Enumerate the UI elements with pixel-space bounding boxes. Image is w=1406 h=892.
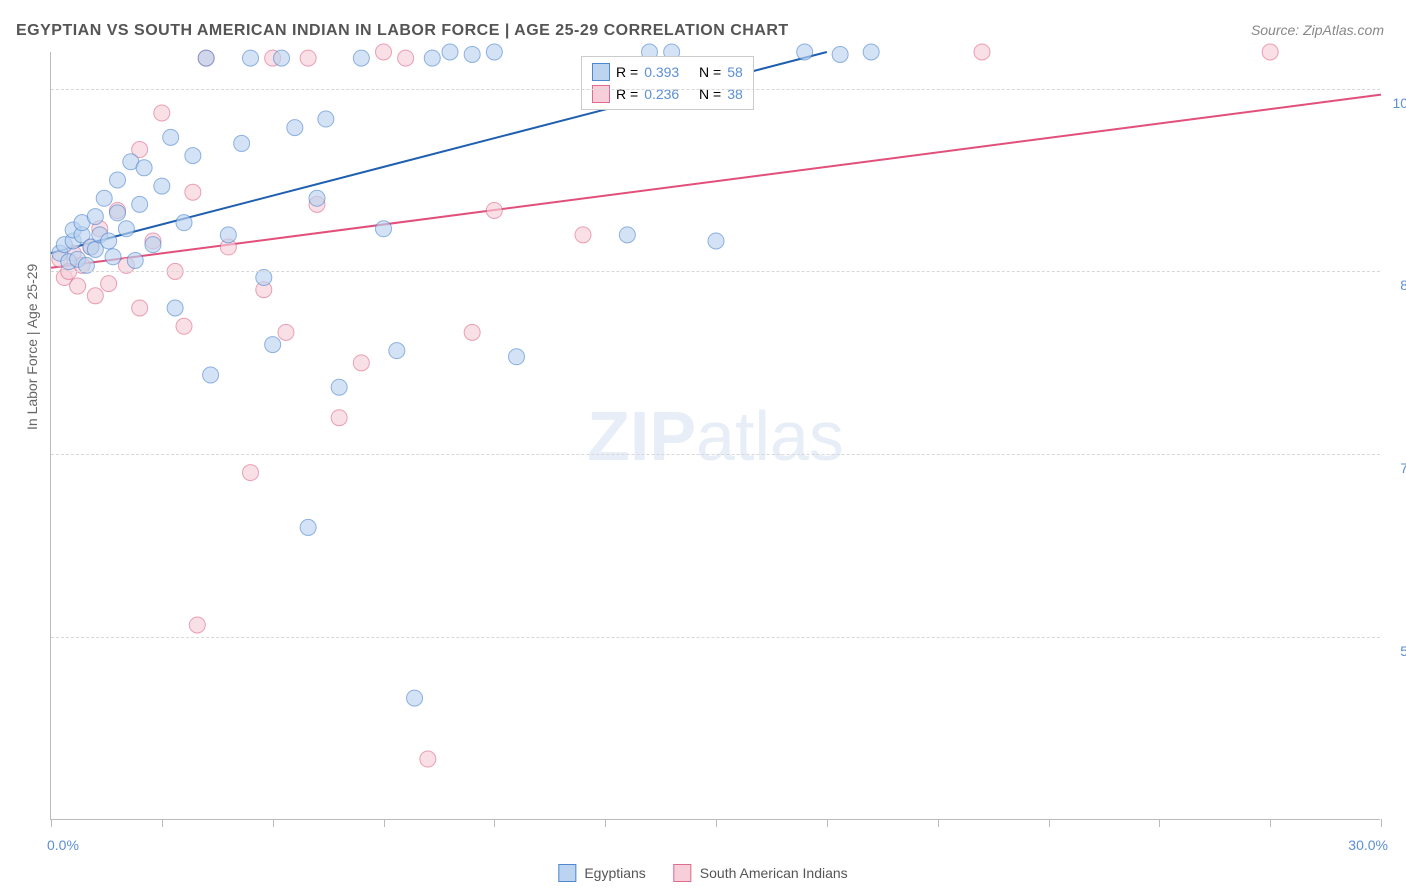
point-series2 xyxy=(486,202,502,218)
point-series2 xyxy=(420,751,436,767)
point-series1 xyxy=(619,227,635,243)
n-value-2: 38 xyxy=(727,83,743,105)
point-series2 xyxy=(1262,44,1278,60)
point-series1 xyxy=(163,129,179,145)
point-series1 xyxy=(863,44,879,60)
point-series1 xyxy=(486,44,502,60)
point-series1 xyxy=(265,337,281,353)
swatch-series1-icon xyxy=(592,63,610,81)
point-series1 xyxy=(389,343,405,359)
point-series1 xyxy=(464,46,480,62)
point-series1 xyxy=(442,44,458,60)
scatter-svg xyxy=(51,52,1380,819)
point-series1 xyxy=(110,205,126,221)
point-series1 xyxy=(708,233,724,249)
point-series1 xyxy=(300,519,316,535)
stats-row-1: R = 0.393 N = 58 xyxy=(592,61,743,83)
point-series1 xyxy=(96,190,112,206)
point-series2 xyxy=(176,318,192,334)
point-series2 xyxy=(70,278,86,294)
point-series1 xyxy=(331,379,347,395)
point-series2 xyxy=(353,355,369,371)
y-axis-label: In Labor Force | Age 25-29 xyxy=(24,264,40,430)
point-series2 xyxy=(243,465,259,481)
legend-label-2: South American Indians xyxy=(700,865,848,881)
n-label-2: N = xyxy=(699,83,721,105)
point-series2 xyxy=(278,324,294,340)
point-series2 xyxy=(132,300,148,316)
legend-item-1: Egyptians xyxy=(558,864,645,882)
r-value-1: 0.393 xyxy=(644,61,679,83)
point-series1 xyxy=(832,46,848,62)
bottom-legend: Egyptians South American Indians xyxy=(558,864,847,882)
y-tick-label: 85.0% xyxy=(1400,277,1406,293)
x-axis-min-label: 0.0% xyxy=(47,837,79,853)
point-series2 xyxy=(331,410,347,426)
legend-label-1: Egyptians xyxy=(584,865,645,881)
point-series1 xyxy=(167,300,183,316)
chart-title: EGYPTIAN VS SOUTH AMERICAN INDIAN IN LAB… xyxy=(16,22,789,40)
point-series1 xyxy=(136,160,152,176)
point-series1 xyxy=(176,215,192,231)
point-series1 xyxy=(309,190,325,206)
stats-row-2: R = 0.236 N = 38 xyxy=(592,83,743,105)
source-label: Source: ZipAtlas.com xyxy=(1251,22,1384,38)
point-series1 xyxy=(185,148,201,164)
point-series1 xyxy=(110,172,126,188)
n-value-1: 58 xyxy=(727,61,743,83)
point-series1 xyxy=(274,50,290,66)
point-series2 xyxy=(185,184,201,200)
point-series1 xyxy=(127,252,143,268)
point-series1 xyxy=(287,120,303,136)
point-series1 xyxy=(243,50,259,66)
point-series1 xyxy=(234,135,250,151)
point-series1 xyxy=(509,349,525,365)
r-label-1: R = xyxy=(616,61,638,83)
swatch-series1-icon xyxy=(558,864,576,882)
point-series1 xyxy=(424,50,440,66)
point-series1 xyxy=(118,221,134,237)
stats-legend: R = 0.393 N = 58 R = 0.236 N = 38 xyxy=(581,56,754,110)
point-series2 xyxy=(376,44,392,60)
point-series1 xyxy=(318,111,334,127)
point-series2 xyxy=(87,288,103,304)
point-series1 xyxy=(101,233,117,249)
point-series2 xyxy=(154,105,170,121)
n-label-1: N = xyxy=(699,61,721,83)
swatch-series2-icon xyxy=(674,864,692,882)
r-value-2: 0.236 xyxy=(644,83,679,105)
point-series1 xyxy=(220,227,236,243)
y-tick-label: 100.0% xyxy=(1393,95,1406,111)
point-series2 xyxy=(101,276,117,292)
plot-area: ZIPatlas R = 0.393 N = 58 R = 0.236 N = … xyxy=(50,52,1380,820)
point-series2 xyxy=(189,617,205,633)
point-series1 xyxy=(353,50,369,66)
point-series2 xyxy=(974,44,990,60)
point-series1 xyxy=(145,237,161,253)
legend-item-2: South American Indians xyxy=(674,864,848,882)
point-series1 xyxy=(154,178,170,194)
y-tick-label: 55.0% xyxy=(1400,643,1406,659)
y-tick-label: 70.0% xyxy=(1400,460,1406,476)
point-series2 xyxy=(300,50,316,66)
point-series1 xyxy=(203,367,219,383)
point-series1 xyxy=(87,209,103,225)
x-axis-max-label: 30.0% xyxy=(1348,837,1388,853)
point-series1 xyxy=(797,44,813,60)
point-series1 xyxy=(198,50,214,66)
point-series1 xyxy=(407,690,423,706)
point-series1 xyxy=(132,196,148,212)
point-series1 xyxy=(105,249,121,265)
point-series1 xyxy=(376,221,392,237)
point-series2 xyxy=(575,227,591,243)
point-series2 xyxy=(464,324,480,340)
r-label-2: R = xyxy=(616,83,638,105)
point-series2 xyxy=(398,50,414,66)
